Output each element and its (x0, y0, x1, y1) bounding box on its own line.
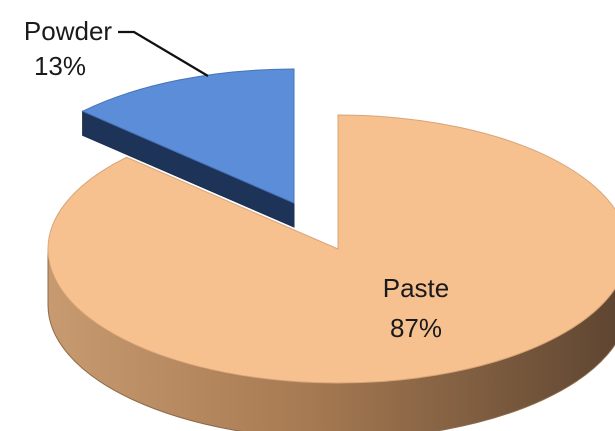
slice-powder (81, 68, 295, 204)
slice-paste (47, 114, 615, 384)
powder-leader-line (118, 30, 209, 77)
slice-label-powder-value: 13% (34, 51, 86, 81)
slice-label-paste-name: Paste (383, 273, 450, 303)
slice-label-paste-value: 87% (390, 313, 442, 343)
slice-label-powder-name: Powder (24, 16, 112, 46)
